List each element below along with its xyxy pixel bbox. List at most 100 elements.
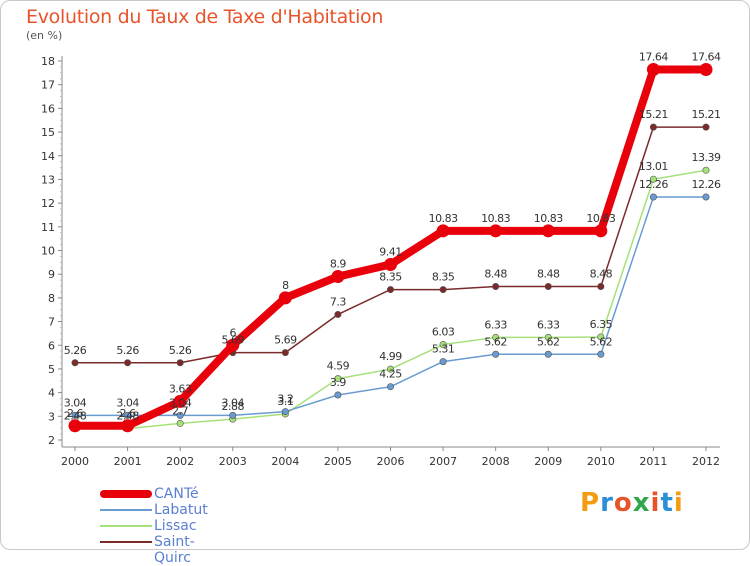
data-label: 5.62: [590, 335, 613, 348]
data-point: [702, 166, 710, 174]
data-label: 17.64: [639, 51, 668, 64]
data-label: 12.26: [639, 178, 668, 191]
y-tick-label: 7: [48, 316, 55, 329]
data-point: [278, 291, 292, 305]
data-label: 9.41: [379, 245, 402, 258]
data-label: 2.6: [67, 407, 83, 420]
unit-label: (en %): [26, 29, 63, 42]
y-tick-label: 4: [48, 387, 55, 400]
data-label: 15.21: [639, 108, 668, 121]
data-label: 5.69: [222, 334, 245, 347]
y-tick-label: 18: [41, 55, 55, 68]
logo-letter: x: [632, 488, 651, 518]
data-label: 8.48: [590, 268, 613, 281]
chart-frame: [0, 0, 750, 550]
data-point: [649, 123, 657, 131]
x-tick-label: 2000: [61, 455, 89, 468]
data-label: 4.59: [327, 360, 350, 373]
data-point: [384, 257, 397, 271]
data-label: 5.26: [116, 344, 139, 357]
data-label: 5.62: [537, 335, 560, 348]
data-point: [226, 338, 240, 352]
data-point: [541, 224, 555, 238]
y-tick-label: 8: [48, 292, 55, 305]
data-label: 5.26: [169, 344, 192, 357]
x-tick-label: 2011: [639, 455, 667, 468]
data-label: 8.48: [484, 268, 507, 281]
data-point: [439, 286, 447, 294]
data-label: 6.33: [537, 318, 560, 331]
data-point: [176, 419, 184, 427]
legend-label-cante: CANTé: [154, 486, 199, 502]
data-point: [597, 283, 605, 291]
data-label: 5.31: [432, 343, 455, 356]
data-label: 8.48: [537, 268, 560, 281]
data-point: [176, 359, 184, 367]
data-point: [597, 350, 605, 358]
data-label: 12.26: [692, 178, 721, 191]
x-tick-label: 2004: [271, 455, 299, 468]
data-label: 13.01: [639, 160, 668, 173]
x-tick-label: 2012: [692, 455, 720, 468]
data-point: [597, 333, 605, 341]
data-label: 10.83: [586, 212, 615, 225]
data-label: 7.3: [330, 295, 346, 308]
data-point: [281, 408, 289, 416]
legend-label-labatut: Labatut: [154, 502, 208, 518]
data-point: [281, 349, 289, 357]
data-point: [439, 358, 447, 366]
data-label: 10.83: [534, 212, 563, 225]
y-tick-label: 15: [41, 126, 55, 139]
y-tick-label: 6: [48, 339, 55, 352]
data-point: [176, 411, 184, 419]
data-point: [646, 63, 660, 77]
data-point: [699, 63, 713, 77]
data-label: 3.04: [169, 396, 192, 409]
data-point: [649, 193, 657, 201]
logo-letter: o: [613, 488, 633, 518]
data-label: 2.48: [64, 410, 87, 423]
logo-letter: P: [580, 488, 601, 518]
data-point: [594, 224, 608, 238]
data-label: 8.9: [330, 258, 346, 271]
data-point: [544, 350, 552, 358]
y-tick-label: 5: [48, 363, 55, 376]
data-label: 6.35: [590, 318, 613, 331]
data-label: 10.83: [429, 212, 458, 225]
data-point: [436, 224, 450, 238]
data-label: 4.99: [379, 350, 402, 363]
data-label: 5.26: [64, 344, 87, 357]
data-point: [492, 333, 500, 341]
legend-swatch-cante: [100, 490, 152, 498]
data-point: [489, 224, 503, 238]
data-label: 8.35: [432, 271, 455, 284]
data-label: 3.9: [330, 376, 346, 389]
x-tick-label: 2001: [114, 455, 142, 468]
data-label: 5.69: [274, 334, 297, 347]
data-point: [702, 123, 710, 131]
data-label: 10.83: [481, 212, 510, 225]
proxiti-logo: Proxiti: [580, 488, 684, 518]
data-point: [334, 391, 342, 399]
data-label: 6.33: [484, 318, 507, 331]
data-point: [68, 419, 82, 433]
data-point: [649, 175, 657, 183]
legend-label-lissac: Lissac: [154, 518, 197, 534]
data-label: 3.63: [169, 382, 192, 395]
data-label: 2.6: [120, 407, 136, 420]
data-label: 3.04: [116, 396, 139, 409]
y-tick-label: 3: [48, 410, 55, 423]
y-tick-label: 12: [41, 197, 55, 210]
data-point: [439, 341, 447, 349]
x-tick-label: 2009: [534, 455, 562, 468]
data-label: 3.04: [64, 396, 87, 409]
data-label: 4.25: [379, 368, 402, 381]
data-point: [173, 394, 187, 408]
data-label: 13.39: [692, 151, 721, 164]
legend-label-saint-quirc: Saint-Quirc: [154, 534, 195, 566]
data-point: [331, 270, 345, 284]
legend-swatch-labatut: [100, 509, 152, 511]
y-tick-label: 2: [48, 434, 55, 447]
data-label: 2.88: [222, 400, 245, 413]
data-point: [334, 375, 342, 383]
